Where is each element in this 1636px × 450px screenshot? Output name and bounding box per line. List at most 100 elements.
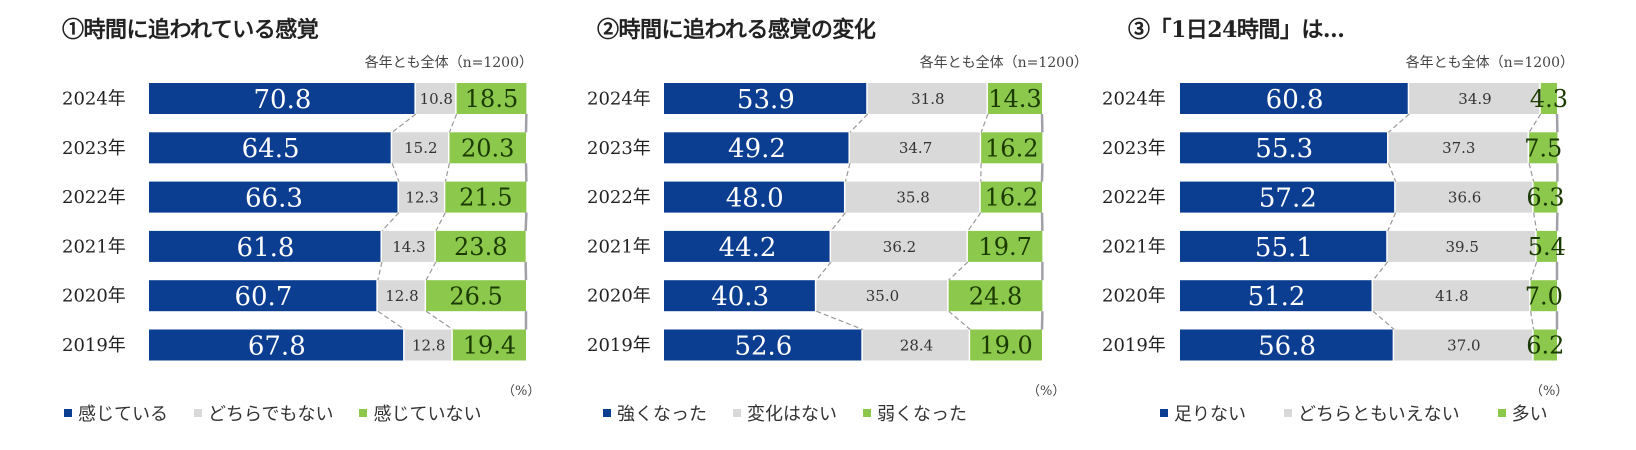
bar-1 [149,329,404,361]
data-label: 14.3 [988,85,1041,113]
connector-line [377,261,383,281]
bar-2 [845,181,980,213]
bar-1 [664,329,862,361]
connector-line [815,261,832,281]
legend-label: 感じていない [373,404,482,425]
data-label: 19.4 [463,332,516,360]
bar-3 [449,132,526,164]
y-tick-label: 2023年 [1102,138,1166,159]
data-label: 57.2 [1259,183,1317,213]
bar-1 [1180,280,1372,312]
data-label: 55.3 [1255,134,1313,164]
bar-2 [849,132,980,164]
connector-line [1533,212,1538,231]
legend-label: 足りない [1174,404,1246,425]
data-label: 64.5 [242,134,300,164]
data-label: 7.0 [1525,282,1563,310]
connector-line [444,163,451,182]
bar-3 [435,230,526,262]
data-label: 55.1 [1255,233,1313,263]
legend-swatch-icon [1284,409,1292,417]
legend-label: どちらでもない [208,404,334,425]
data-label: 18.5 [465,85,518,113]
bar-1 [149,280,377,312]
bar-1 [664,280,815,312]
bar-3 [452,329,526,361]
connector-line [524,212,528,231]
data-label: 48.0 [726,183,784,213]
data-label: 44.2 [719,233,777,263]
connector-line [830,212,846,232]
connector-line [391,113,417,133]
bar-2 [381,230,435,262]
data-label: 39.5 [1445,238,1478,256]
bar-2 [816,280,948,312]
data-label: 36.2 [883,238,916,256]
connector-line [1388,113,1410,133]
data-label: 20.3 [461,134,514,162]
bar-1 [1180,329,1393,361]
legend-swatch-icon [733,409,741,417]
data-label: 67.8 [248,331,306,361]
bar-2 [415,83,456,114]
chart-title: ③「1日24時間」は… [1128,17,1345,43]
bar-3 [980,181,1042,213]
legend-swatch-icon [194,409,202,417]
bar-3 [456,83,527,114]
bar-2 [867,83,987,114]
y-tick-label: 2023年 [62,138,126,159]
unit-label: （%） [1530,384,1569,399]
legend-item-2: どちらでもない [194,400,333,426]
sample-note: 各年とも全体（n=1200） [1405,55,1574,71]
bar-1 [1180,132,1387,164]
bar-2 [392,132,448,164]
legend-swatch-icon [1497,409,1506,417]
connector-line [849,113,869,133]
bar-2 [404,329,452,361]
y-tick-label: 2023年 [587,138,651,159]
connector-line [844,163,851,182]
bar-3 [426,280,526,312]
data-label: 61.8 [237,233,295,263]
unit-label: （%） [502,384,541,399]
y-tick-label: 2020年 [587,286,651,307]
legend-item-1: 足りない [1160,400,1246,426]
data-label: 23.8 [454,233,507,261]
legend-label: 感じている [78,404,168,425]
connector-line [1387,212,1397,232]
data-label: 6.3 [1526,184,1564,212]
data-label: 70.8 [254,85,312,115]
bar-plot: 2024年 53.9 31.8 14.3 2023年 49.2 34.7 16.2 2022年 4… [587,83,1044,361]
legend-item-3: 多い [1497,400,1548,426]
data-label: 56.8 [1258,331,1316,361]
sample-note: 各年とも全体（n=1200） [364,55,533,71]
connector-line [1372,310,1395,330]
data-label: 15.2 [404,139,437,157]
bar-2 [398,181,444,213]
bar-3 [1529,132,1558,164]
data-label: 37.0 [1447,336,1480,354]
bar-1 [664,132,849,164]
legend-swatch-icon [603,409,611,417]
data-label: 36.6 [1448,189,1481,207]
connector-line [1530,311,1535,330]
legend-item-1: 強くなった [603,400,707,426]
legend-item-2: どちらともいえない [1284,400,1460,426]
connector-line [425,261,437,281]
data-label: 16.2 [985,184,1038,212]
data-label: 35.8 [896,189,929,207]
chart-title: ①時間に追われている感覚 [62,17,319,43]
data-label: 66.3 [245,183,303,213]
connector-line [948,261,969,281]
legend-item-3: 感じていない [359,400,481,426]
y-tick-label: 2024年 [1102,89,1166,110]
bar-2 [1388,132,1528,164]
legend-item-1: 感じている [64,400,168,426]
data-label: 12.3 [405,189,438,207]
connector-line [391,163,400,182]
data-label: 49.2 [728,134,786,164]
bar-1 [1180,83,1408,114]
connector-line [967,212,982,232]
y-tick-label: 2022年 [62,187,126,208]
bar-1 [1180,181,1395,213]
